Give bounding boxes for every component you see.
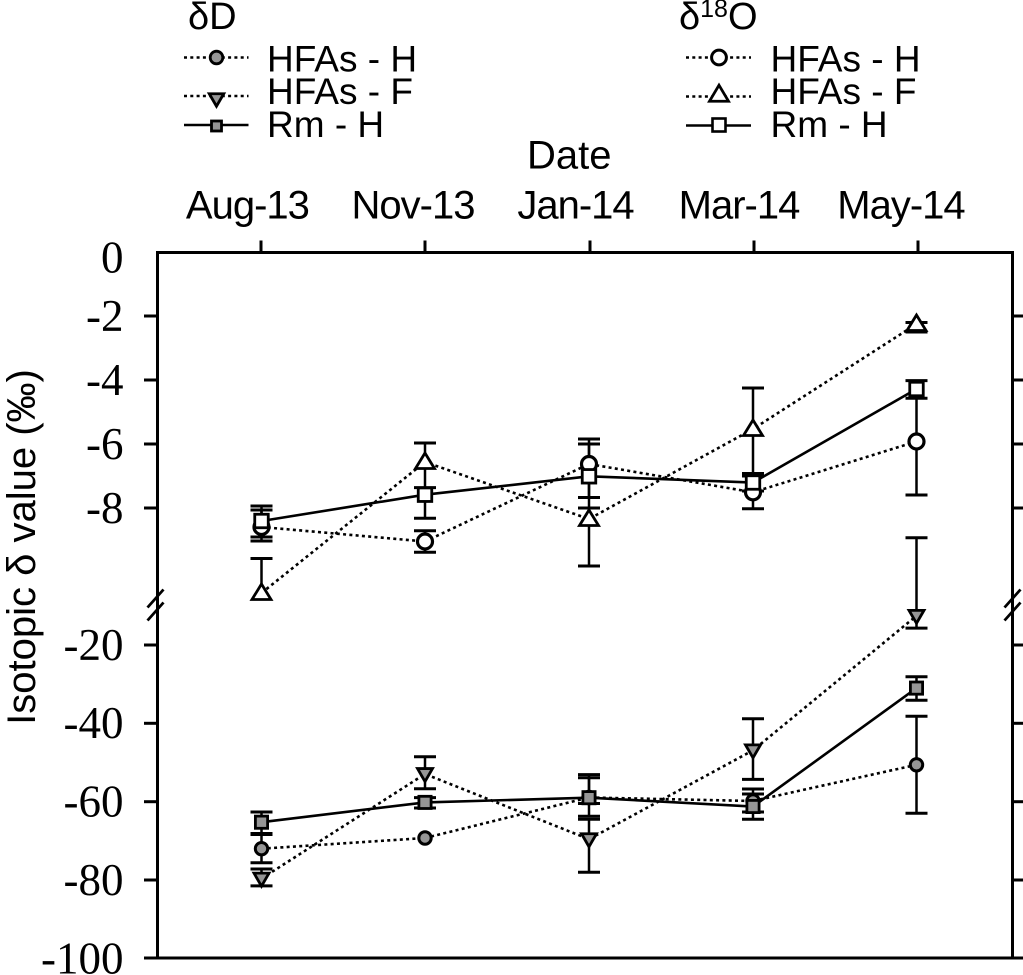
svg-text:Aug-13: Aug-13 xyxy=(186,183,309,227)
svg-text:-80: -80 xyxy=(64,855,124,905)
svg-text:δ18O: δ18O xyxy=(679,0,758,38)
svg-text:-100: -100 xyxy=(41,933,124,975)
svg-text:-60: -60 xyxy=(64,777,124,827)
svg-text:-6: -6 xyxy=(86,419,124,469)
svg-text:0: 0 xyxy=(101,232,124,282)
svg-text:-8: -8 xyxy=(86,483,124,533)
svg-text:HFAs - F: HFAs - F xyxy=(267,71,413,112)
svg-text:Rm - H: Rm - H xyxy=(267,104,384,145)
svg-text:Nov-13: Nov-13 xyxy=(352,183,475,227)
svg-text:Rm - H: Rm - H xyxy=(771,104,888,145)
svg-text:HFAs - H: HFAs - H xyxy=(267,39,417,80)
svg-text:δD: δD xyxy=(188,0,237,38)
svg-text:-20: -20 xyxy=(64,620,124,670)
svg-text:Mar-14: Mar-14 xyxy=(679,183,800,227)
svg-text:May-14: May-14 xyxy=(837,183,965,227)
svg-text:Jan-14: Jan-14 xyxy=(517,183,634,227)
svg-text:Date: Date xyxy=(527,133,612,177)
svg-text:HFAs - H: HFAs - H xyxy=(771,39,921,80)
svg-text:HFAs - F: HFAs - F xyxy=(771,71,917,112)
svg-text:-40: -40 xyxy=(64,698,124,748)
svg-text:-4: -4 xyxy=(86,355,124,405)
svg-text:Isotopic δ value (‰): Isotopic δ value (‰) xyxy=(0,369,44,725)
svg-text:-2: -2 xyxy=(86,291,124,341)
